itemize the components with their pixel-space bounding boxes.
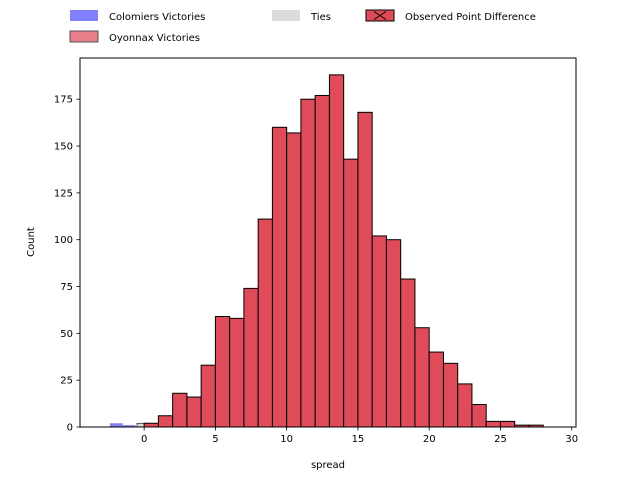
observed-bars (143, 74, 544, 428)
observed-bar (343, 158, 359, 428)
legend-label: Ties (310, 12, 331, 23)
y-tick-label: 175 (54, 95, 73, 106)
x-tick-label: 15 (352, 434, 365, 445)
x-tick-label: 25 (494, 434, 507, 445)
x-tick-label: 5 (212, 434, 218, 445)
observed-bar (328, 74, 345, 428)
colomiers-bars (109, 423, 136, 427)
colomiers-bar (122, 425, 136, 427)
observed-bar (400, 278, 416, 428)
observed-bar (243, 287, 259, 428)
observed-bar (229, 317, 245, 428)
legend-label: Oyonnax Victories (109, 33, 200, 44)
x-tick-label: 0 (141, 434, 147, 445)
y-axis-label: Count (26, 227, 37, 257)
legend-label: Colomiers Victories (109, 12, 205, 23)
y-tick-label: 0 (67, 423, 73, 434)
observed-bar (485, 420, 501, 428)
y-tick-label: 75 (60, 282, 73, 293)
observed-bar (371, 235, 387, 428)
y-tick-label: 25 (60, 376, 73, 387)
observed-bar (186, 396, 202, 428)
legend-label: Observed Point Difference (405, 12, 536, 23)
y-axis-ticks: 0 25 50 75 100 125 150 175 (54, 95, 80, 434)
observed-bar (314, 94, 330, 428)
legend-cross-mark (373, 11, 387, 20)
observed-bar (300, 98, 316, 428)
observed-bar (157, 415, 174, 428)
observed-bar (214, 315, 231, 428)
observed-bar (442, 362, 459, 428)
observed-bar (200, 364, 216, 428)
observed-bar (271, 126, 288, 428)
observed-bar (143, 422, 159, 428)
legend-swatch (272, 10, 300, 21)
observed-bar (471, 404, 487, 428)
y-tick-label: 50 (60, 329, 73, 340)
y-tick-label: 150 (54, 142, 73, 153)
observed-bar (357, 111, 373, 428)
observed-bar (499, 420, 516, 428)
x-axis-ticks: 0 5 10 15 20 25 30 (141, 427, 578, 445)
observed-bar (257, 218, 273, 428)
observed-bar (286, 132, 302, 428)
legend-swatch (70, 10, 98, 21)
plot-frame (79, 57, 577, 428)
observed-bar (414, 327, 430, 428)
x-tick-label: 30 (565, 434, 578, 445)
x-tick-label: 20 (423, 434, 436, 445)
colomiers-bar (109, 423, 123, 427)
y-tick-label: 125 (54, 188, 73, 199)
observed-bar (172, 392, 188, 428)
x-tick-label: 10 (280, 434, 293, 445)
x-axis-label: spread (311, 460, 345, 471)
observed-bar (385, 239, 402, 428)
legend-swatch (69, 30, 99, 43)
observed-bar (457, 383, 473, 428)
y-tick-label: 100 (54, 235, 73, 246)
observed-bar (428, 351, 444, 428)
legend: Colomiers Victories Oyonnax Victories Ties… (69, 9, 536, 44)
